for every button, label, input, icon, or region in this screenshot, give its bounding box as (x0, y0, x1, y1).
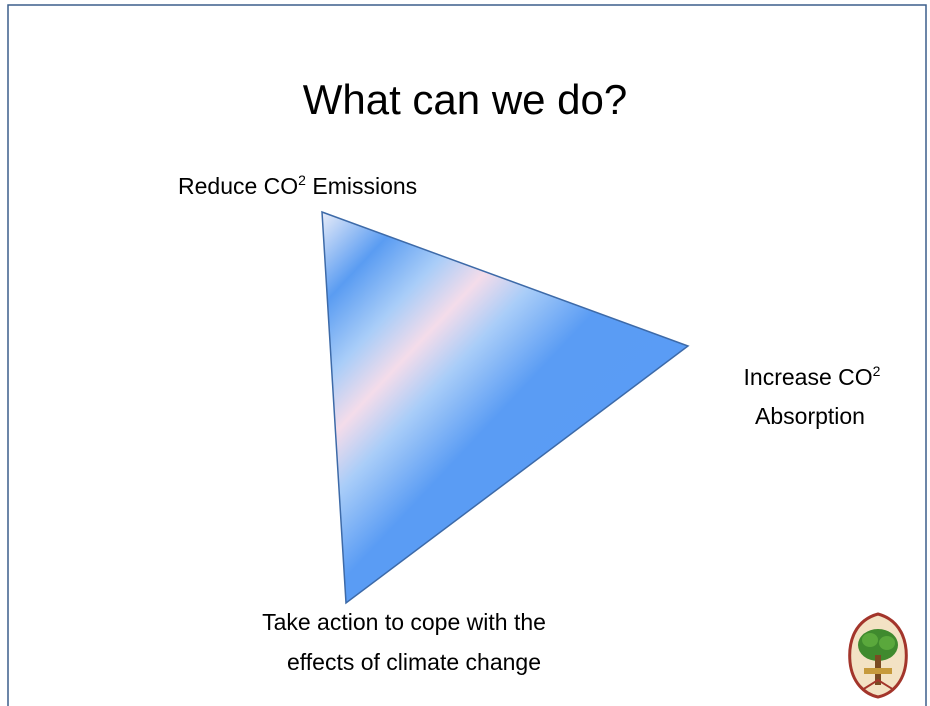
slide-title: What can we do? (303, 76, 628, 123)
top-label-rest: Emissions (306, 173, 417, 199)
right-label-sup: 2 (873, 363, 881, 379)
right-label-text: Increase CO (744, 364, 873, 390)
top-label-text: Reduce CO (178, 173, 298, 199)
triangle (321, 210, 690, 605)
bottom-label-line2: effects of climate change (287, 649, 541, 675)
top-label-sup: 2 (298, 172, 306, 188)
top-label: Reduce CO2 Emissions (178, 172, 417, 199)
bottom-label-line1: Take action to cope with the (262, 609, 546, 635)
slide-frame (7, 4, 927, 706)
logo (848, 612, 908, 699)
right-label: Increase CO2 (744, 363, 881, 390)
right-label-line2: Absorption (755, 403, 865, 429)
